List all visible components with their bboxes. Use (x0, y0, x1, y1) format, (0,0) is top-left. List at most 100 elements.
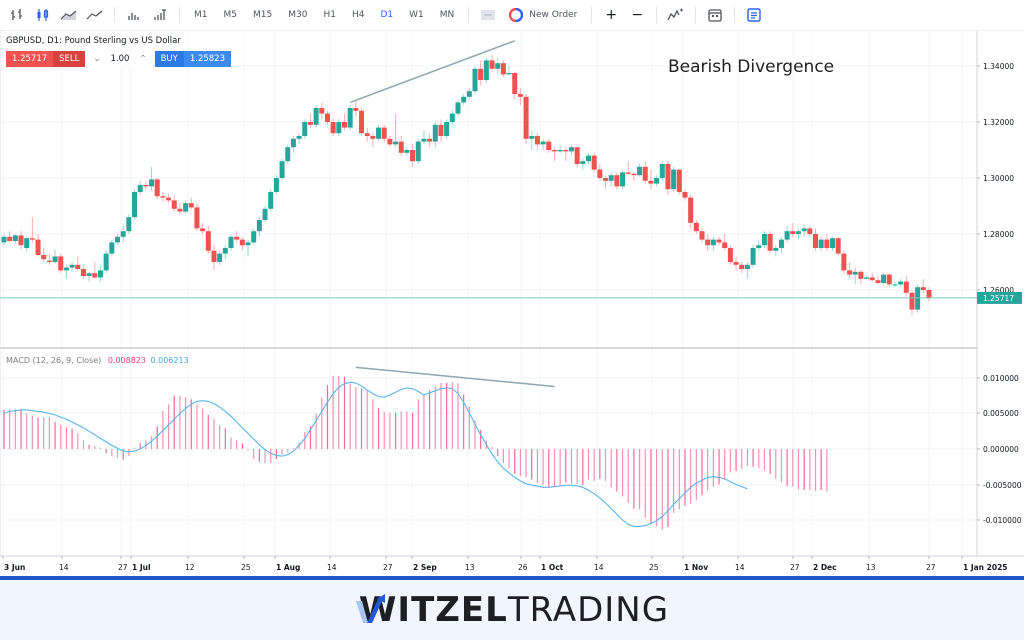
divider (179, 7, 180, 23)
quantity-stepper[interactable]: ⌄ 1.00 ⌃ (85, 51, 155, 67)
svg-text:0.005000: 0.005000 (983, 409, 1019, 418)
chart-canvas[interactable]: 1.34000 1.32000 1.30000 1.28000 1.26000 0.010… (0, 0, 1024, 576)
footer-banner: WITZEL TRADING (0, 580, 1024, 640)
svg-text:0.010000: 0.010000 (983, 374, 1019, 383)
one-click-trading-icon[interactable] (475, 0, 501, 31)
macd-histogram (3, 375, 828, 530)
svg-text:25: 25 (649, 563, 659, 572)
price-axis[interactable]: 1.34000 1.32000 1.30000 1.28000 1.26000 (977, 62, 1014, 295)
volume-icon[interactable] (121, 0, 147, 31)
minus-icon: − (631, 7, 644, 23)
svg-text:1 Aug: 1 Aug (276, 563, 300, 572)
candlesticks (1, 54, 932, 316)
calendar-icon[interactable] (702, 0, 728, 31)
timeframe-m30[interactable]: M30 (288, 10, 308, 20)
current-price-label: 1.25717 (977, 291, 1022, 304)
chevron-up-icon[interactable]: ⌃ (139, 54, 147, 64)
plus-icon: + (605, 7, 618, 23)
buy-button[interactable]: BUY (154, 51, 184, 67)
footer-accent-bar (0, 576, 1024, 580)
sell-price[interactable]: 1.25717 (6, 51, 54, 67)
timeframe-d1[interactable]: D1 (380, 10, 394, 20)
macd-signal-line (3, 381, 748, 527)
macd-legend: MACD (12, 26, 9, Close) 0.008823 0.00621… (6, 356, 189, 365)
svg-text:2 Sep: 2 Sep (413, 563, 437, 572)
signal-value: 0.006213 (150, 356, 189, 365)
new-order-button[interactable]: New Order (501, 0, 585, 31)
time-axis[interactable]: 3 Jun 14 27 1 Jul 12 25 1 Aug 14 27 2 Sep 13 26 1 Oc… (2, 556, 1008, 572)
bearish-divergence-annotation: Bearish Divergence (668, 57, 835, 77)
svg-text:1 Nov: 1 Nov (684, 563, 708, 572)
svg-text:14: 14 (735, 563, 745, 572)
macd-axis[interactable]: 0.010000 0.005000 0.000000 -0.005000 -0.0100… (977, 374, 1022, 525)
timeframe-h4[interactable]: H4 (351, 10, 365, 20)
macd-trendline (355, 366, 555, 388)
timeframe-m15[interactable]: M15 (253, 10, 273, 20)
toolbar: M1 M5 M15 M30 H1 H4 D1 W1 MN New Order + − (0, 0, 1024, 31)
logo-w-arrow-icon (355, 594, 385, 623)
symbol-legend: GBPUSD, D1: Pound Sterling vs US Dollar (6, 36, 181, 46)
one-click-trade-panel: 1.25717 SELL ⌄ 1.00 ⌃ BUY 1.25823 (6, 51, 231, 67)
svg-text:27: 27 (383, 563, 393, 572)
svg-text:1.28000: 1.28000 (983, 230, 1014, 239)
divider (114, 7, 115, 23)
svg-text:14: 14 (594, 563, 604, 572)
price-trendline (349, 40, 515, 104)
volume-ticks-icon[interactable] (147, 0, 173, 31)
svg-text:-0.010000: -0.010000 (983, 516, 1022, 525)
brand-light: TRADING (507, 590, 670, 630)
sell-button[interactable]: SELL (53, 51, 86, 67)
svg-text:27: 27 (790, 563, 800, 572)
svg-text:27: 27 (926, 563, 936, 572)
bar-chart-icon[interactable] (4, 0, 30, 31)
svg-text:13: 13 (866, 563, 876, 572)
new-order-label: New Order (529, 10, 578, 20)
quantity-input[interactable]: 1.00 (110, 54, 130, 64)
indicators-icon[interactable] (663, 0, 689, 31)
timeframe-mn[interactable]: MN (439, 10, 455, 20)
buy-price[interactable]: 1.25823 (183, 51, 231, 67)
svg-text:1.26000: 1.26000 (983, 286, 1014, 295)
svg-text:14: 14 (327, 563, 337, 572)
svg-text:-0.005000: -0.005000 (983, 481, 1022, 490)
macd-value: 0.008823 (107, 356, 146, 365)
svg-text:12: 12 (185, 563, 195, 572)
new-order-icon (509, 8, 524, 22)
svg-text:1.30000: 1.30000 (983, 174, 1014, 183)
divider (468, 7, 470, 23)
grid (0, 31, 977, 556)
svg-text:1.32000: 1.32000 (983, 118, 1014, 127)
timeframe-m5[interactable]: M5 (223, 10, 238, 20)
svg-text:1 Jul: 1 Jul (132, 563, 151, 572)
macd-label: MACD (12, 26, 9, Close) (6, 356, 102, 365)
svg-text:1.25717: 1.25717 (983, 294, 1014, 303)
svg-text:1 Jan 2025: 1 Jan 2025 (963, 563, 1008, 572)
svg-text:13: 13 (465, 563, 475, 572)
timeframe-h1[interactable]: H1 (323, 10, 336, 20)
line-chart-icon[interactable] (82, 0, 108, 31)
svg-text:25: 25 (241, 563, 251, 572)
svg-text:27: 27 (118, 563, 128, 572)
svg-text:1.34000: 1.34000 (983, 62, 1014, 71)
svg-text:1 Oct: 1 Oct (541, 563, 564, 572)
timeframe-m1[interactable]: M1 (194, 10, 208, 20)
candlestick-chart-icon[interactable] (30, 0, 56, 31)
area-chart-icon[interactable] (56, 0, 82, 31)
brand-logo: WITZEL TRADING (355, 590, 669, 630)
divider (591, 7, 593, 23)
svg-text:14: 14 (59, 563, 69, 572)
divider (734, 7, 736, 23)
svg-text:2 Dec: 2 Dec (813, 563, 837, 572)
timeframe-group: M1 M5 M15 M30 H1 H4 D1 W1 MN (186, 0, 462, 31)
zoom-in-button[interactable]: + (598, 0, 624, 31)
svg-text:3 Jun: 3 Jun (4, 563, 25, 572)
divider (656, 7, 658, 23)
timeframe-w1[interactable]: W1 (409, 10, 424, 20)
svg-text:26: 26 (518, 563, 528, 572)
chevron-down-icon[interactable]: ⌄ (93, 54, 101, 64)
svg-text:0.000000: 0.000000 (983, 445, 1019, 454)
zoom-out-button[interactable]: − (624, 0, 650, 31)
divider (695, 7, 697, 23)
object-list-icon[interactable] (741, 0, 767, 31)
